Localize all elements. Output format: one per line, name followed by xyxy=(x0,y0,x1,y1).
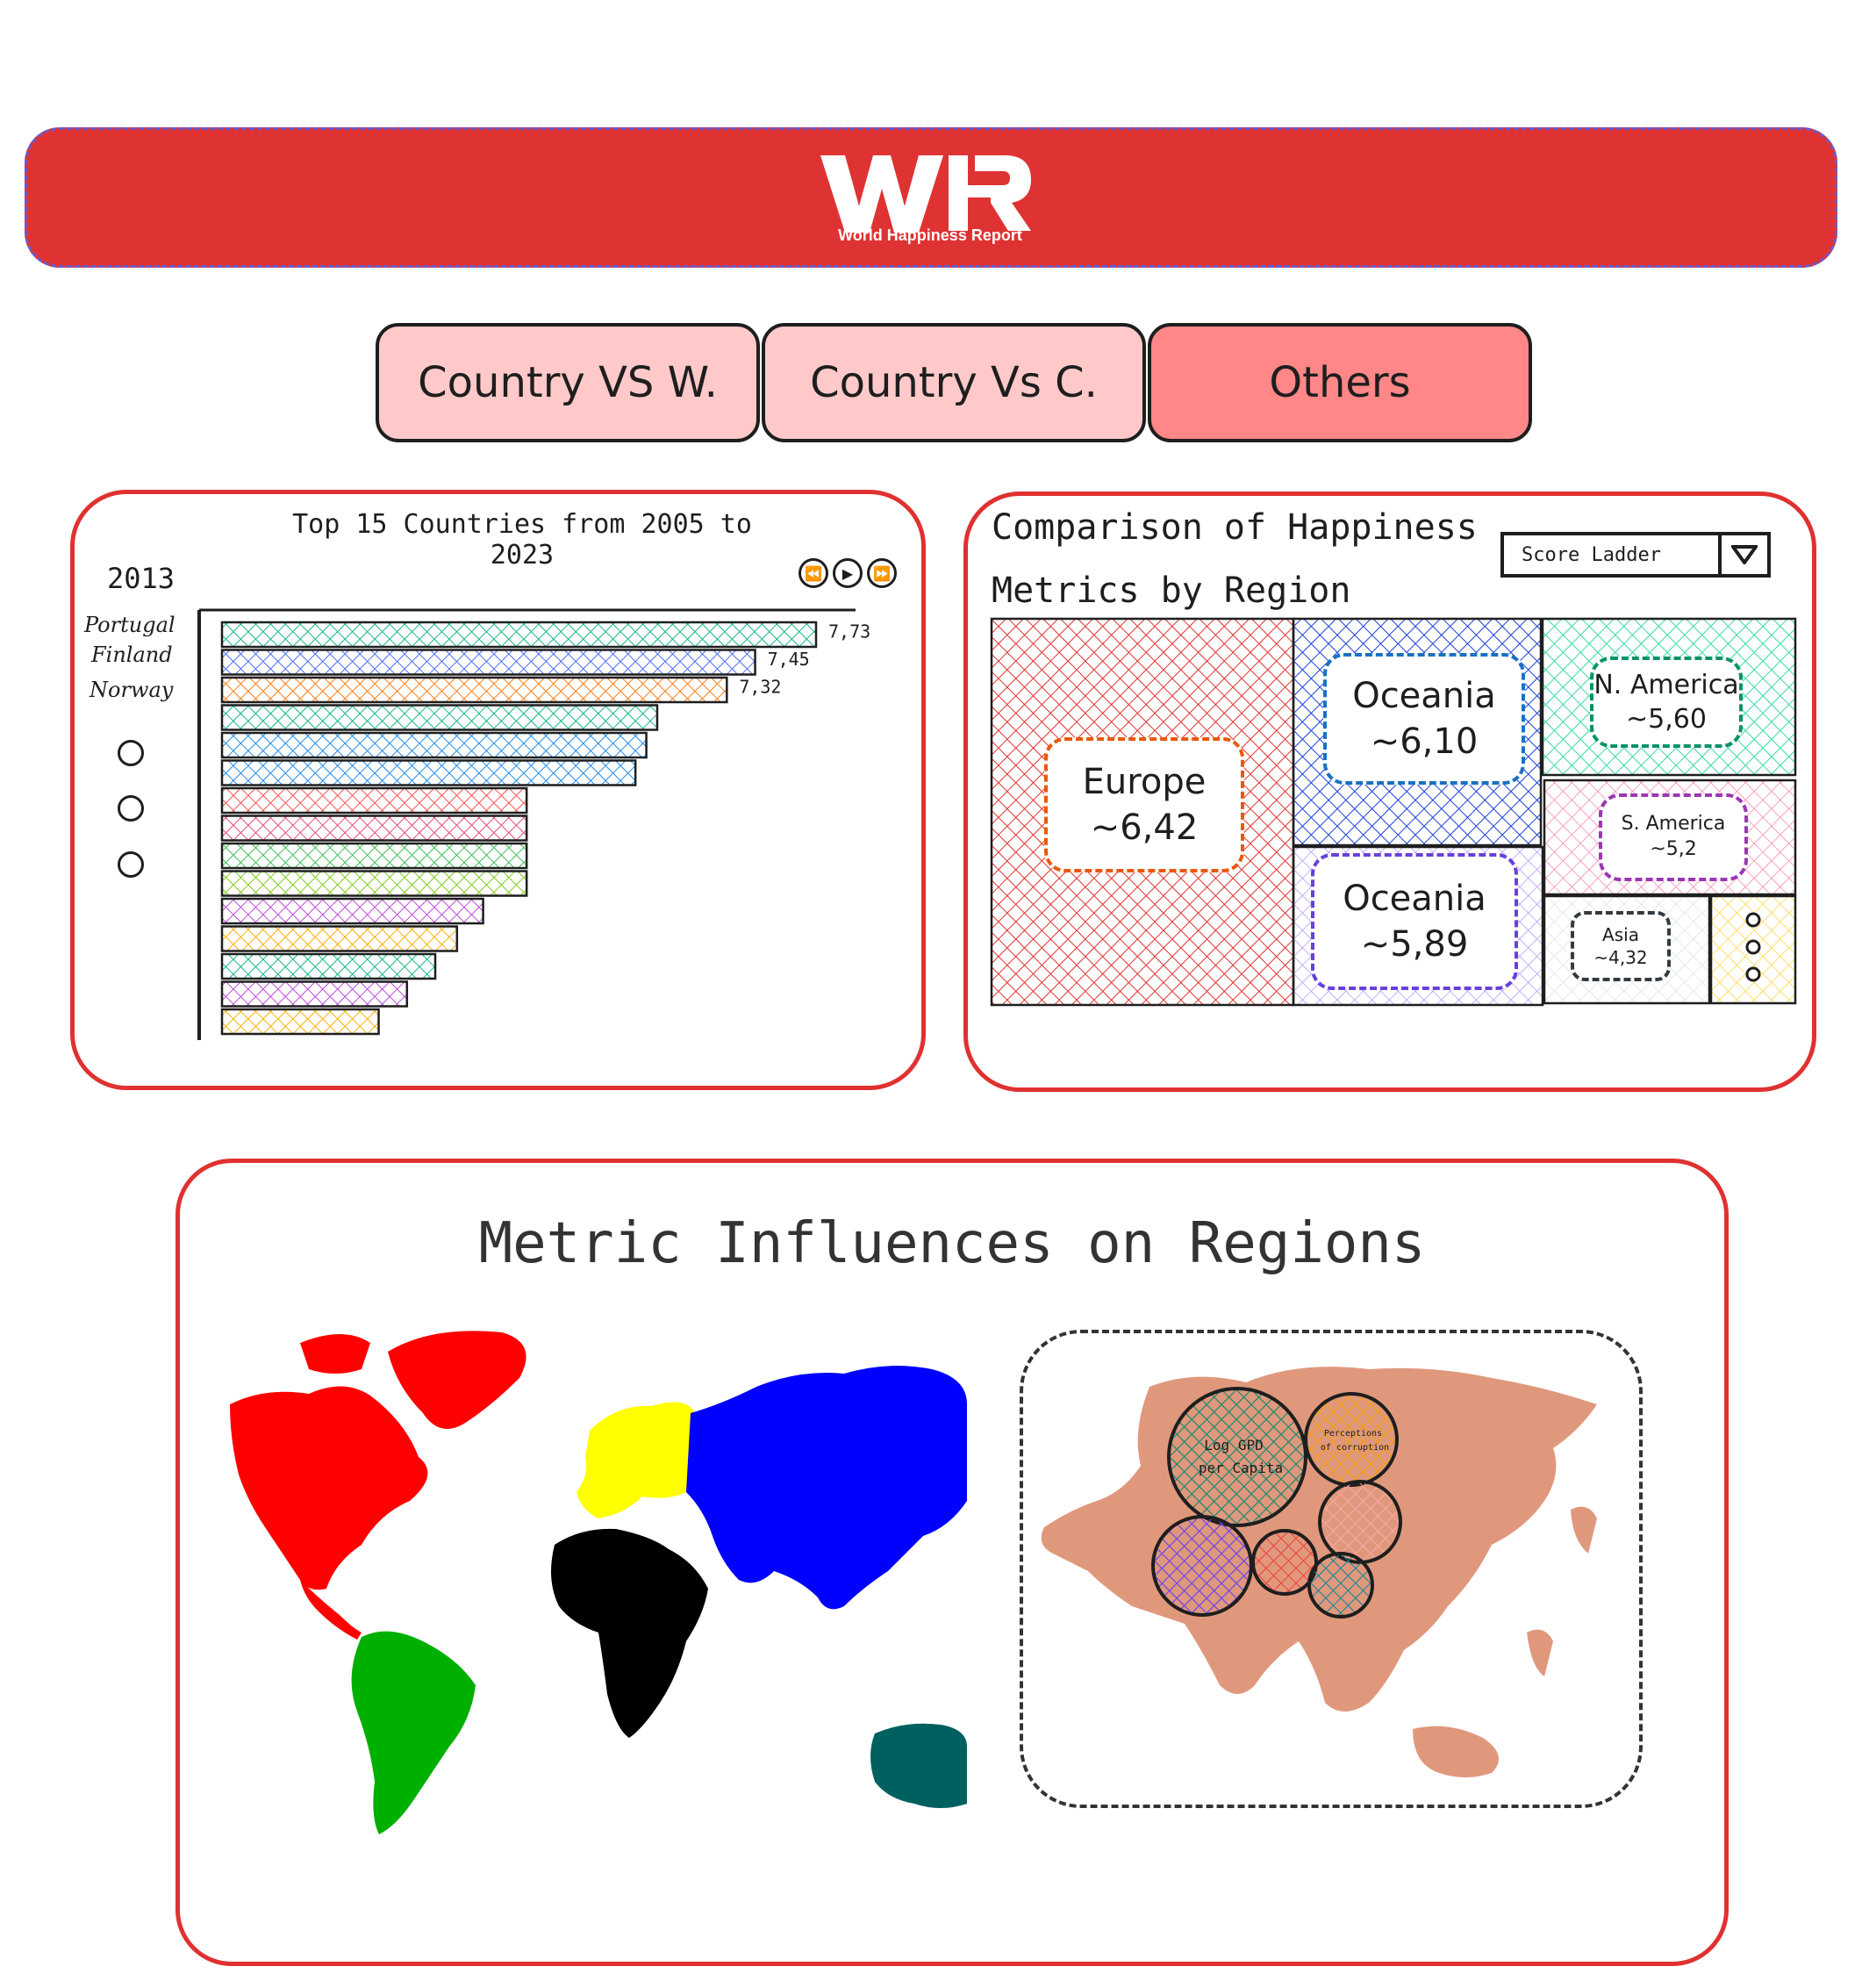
europe-value: ~6,42 xyxy=(1090,807,1199,848)
oceania-2-value: ~5,89 xyxy=(1360,924,1469,965)
bar-6[interactable] xyxy=(220,759,637,786)
tab-country-vs-world[interactable]: Country VS W. xyxy=(376,323,760,442)
bubble-gdp-label-2: per Capita xyxy=(1199,1460,1283,1476)
bar-2[interactable] xyxy=(220,649,756,676)
whr-logo xyxy=(820,155,1031,233)
bar-7[interactable] xyxy=(220,786,528,815)
region-oceania[interactable] xyxy=(870,1723,967,1808)
more-dot-2 xyxy=(1745,939,1761,955)
treemap-label-oceania-2: Oceania ~5,89 xyxy=(1311,853,1518,990)
rewind-icon[interactable]: ⏪ xyxy=(799,558,828,588)
play-icon[interactable]: ▶ xyxy=(833,558,863,588)
s-america-name: S. America xyxy=(1621,813,1726,836)
country-label-portugal: Portugal xyxy=(84,613,175,637)
bubble-gdp-label-1: Log GPD xyxy=(1204,1437,1263,1453)
world-map xyxy=(230,1331,967,1834)
top-countries-panel xyxy=(70,490,926,1090)
treemap-label-n-america: N. America ~5,60 xyxy=(1590,657,1743,748)
more-dot-3 xyxy=(1745,966,1761,982)
treemap-label-s-america: S. America ~5,2 xyxy=(1599,793,1748,881)
country-label-norway: Norway xyxy=(90,678,174,702)
region-arctic-islands[interactable] xyxy=(300,1334,370,1374)
bubble-corruption-label-1: Perceptions xyxy=(1324,1429,1382,1439)
header-banner xyxy=(25,127,1837,268)
dropdown-value: Score Ladder xyxy=(1522,543,1661,566)
radio-option-2[interactable] xyxy=(118,795,144,822)
n-america-name: N. America xyxy=(1593,670,1739,700)
bar-3[interactable] xyxy=(220,676,728,704)
year-label: 2013 xyxy=(107,562,175,595)
more-dot-1 xyxy=(1745,912,1761,928)
asia-islands xyxy=(1413,1506,1597,1777)
region-greenland[interactable] xyxy=(388,1331,526,1429)
treemap-label-oceania: Oceania ~6,10 xyxy=(1323,653,1525,785)
fast-forward-icon[interactable]: ⏩ xyxy=(867,558,897,588)
oceania-2-name: Oceania xyxy=(1343,879,1486,919)
logo-text: World Happiness Report xyxy=(838,226,1022,244)
bar-value-label-1: 7,73 xyxy=(828,621,870,642)
bar-value-label-2: 7,45 xyxy=(768,649,810,670)
bar-15[interactable] xyxy=(220,1008,380,1036)
treemap-label-europe: Europe ~6,42 xyxy=(1044,737,1244,872)
bar-12[interactable] xyxy=(220,925,459,952)
region-europe[interactable] xyxy=(577,1402,695,1519)
treemap-title-line1: Comparison of Happiness xyxy=(992,507,1478,548)
asia-value: ~4,32 xyxy=(1593,947,1648,968)
bar-1[interactable] xyxy=(220,621,818,649)
n-america-value: ~5,60 xyxy=(1626,704,1707,735)
bar-chart-title: Top 15 Countries from 2005 to 2023 xyxy=(292,509,752,571)
asia-bubble-map: Log GPD per Capita Perceptions of corrup… xyxy=(1041,1367,1597,1777)
map-title: Metric Influences on Regions xyxy=(478,1211,1426,1276)
bar-11[interactable] xyxy=(220,897,484,925)
tab-country-vs-country[interactable]: Country Vs C. xyxy=(762,323,1146,442)
treemap-label-asia: Asia ~4,32 xyxy=(1571,911,1671,981)
bar-4[interactable] xyxy=(220,704,659,731)
bar-5[interactable] xyxy=(220,731,648,759)
region-africa[interactable] xyxy=(551,1528,708,1738)
bar-value-label-3: 7,32 xyxy=(739,676,781,697)
bar-chart: 7,73 7,45 7,32 xyxy=(197,608,870,1040)
oceania-value: ~6,10 xyxy=(1370,721,1479,762)
tab-others[interactable]: Others xyxy=(1148,323,1532,442)
region-north-america[interactable] xyxy=(230,1386,428,1590)
asia-detail-frame xyxy=(1020,1330,1643,1808)
oceania-name: Oceania xyxy=(1352,676,1496,716)
radio-option-1[interactable] xyxy=(118,740,144,766)
europe-name: Europe xyxy=(1082,762,1207,802)
metric-dropdown[interactable]: Score Ladder xyxy=(1500,532,1771,578)
bar-9[interactable] xyxy=(220,842,528,870)
bar-8[interactable] xyxy=(220,815,528,842)
bubble-metric-red[interactable] xyxy=(1251,1529,1318,1596)
bubble-perceptions-corruption[interactable] xyxy=(1304,1392,1399,1487)
region-south-america[interactable] xyxy=(351,1631,476,1834)
country-label-finland: Finland xyxy=(91,642,173,667)
bubble-log-gdp[interactable] xyxy=(1167,1387,1307,1527)
bubble-metric-violet[interactable] xyxy=(1151,1515,1253,1617)
chevron-down-icon xyxy=(1718,535,1767,574)
bubble-corruption-label-2: of corruption xyxy=(1321,1443,1389,1453)
bar-10[interactable] xyxy=(220,870,528,897)
region-central-america[interactable] xyxy=(300,1580,362,1640)
asia-name: Asia xyxy=(1602,924,1639,945)
treemap-title-line2: Metrics by Region xyxy=(992,571,1351,611)
bubble-metric-teal[interactable] xyxy=(1307,1552,1374,1618)
region-asia[interactable] xyxy=(686,1366,967,1610)
bar-14[interactable] xyxy=(220,980,409,1008)
s-america-value: ~5,2 xyxy=(1650,838,1697,860)
bar-13[interactable] xyxy=(220,952,437,980)
bubble-metric-pink[interactable] xyxy=(1318,1480,1402,1564)
radio-option-3[interactable] xyxy=(118,851,144,878)
